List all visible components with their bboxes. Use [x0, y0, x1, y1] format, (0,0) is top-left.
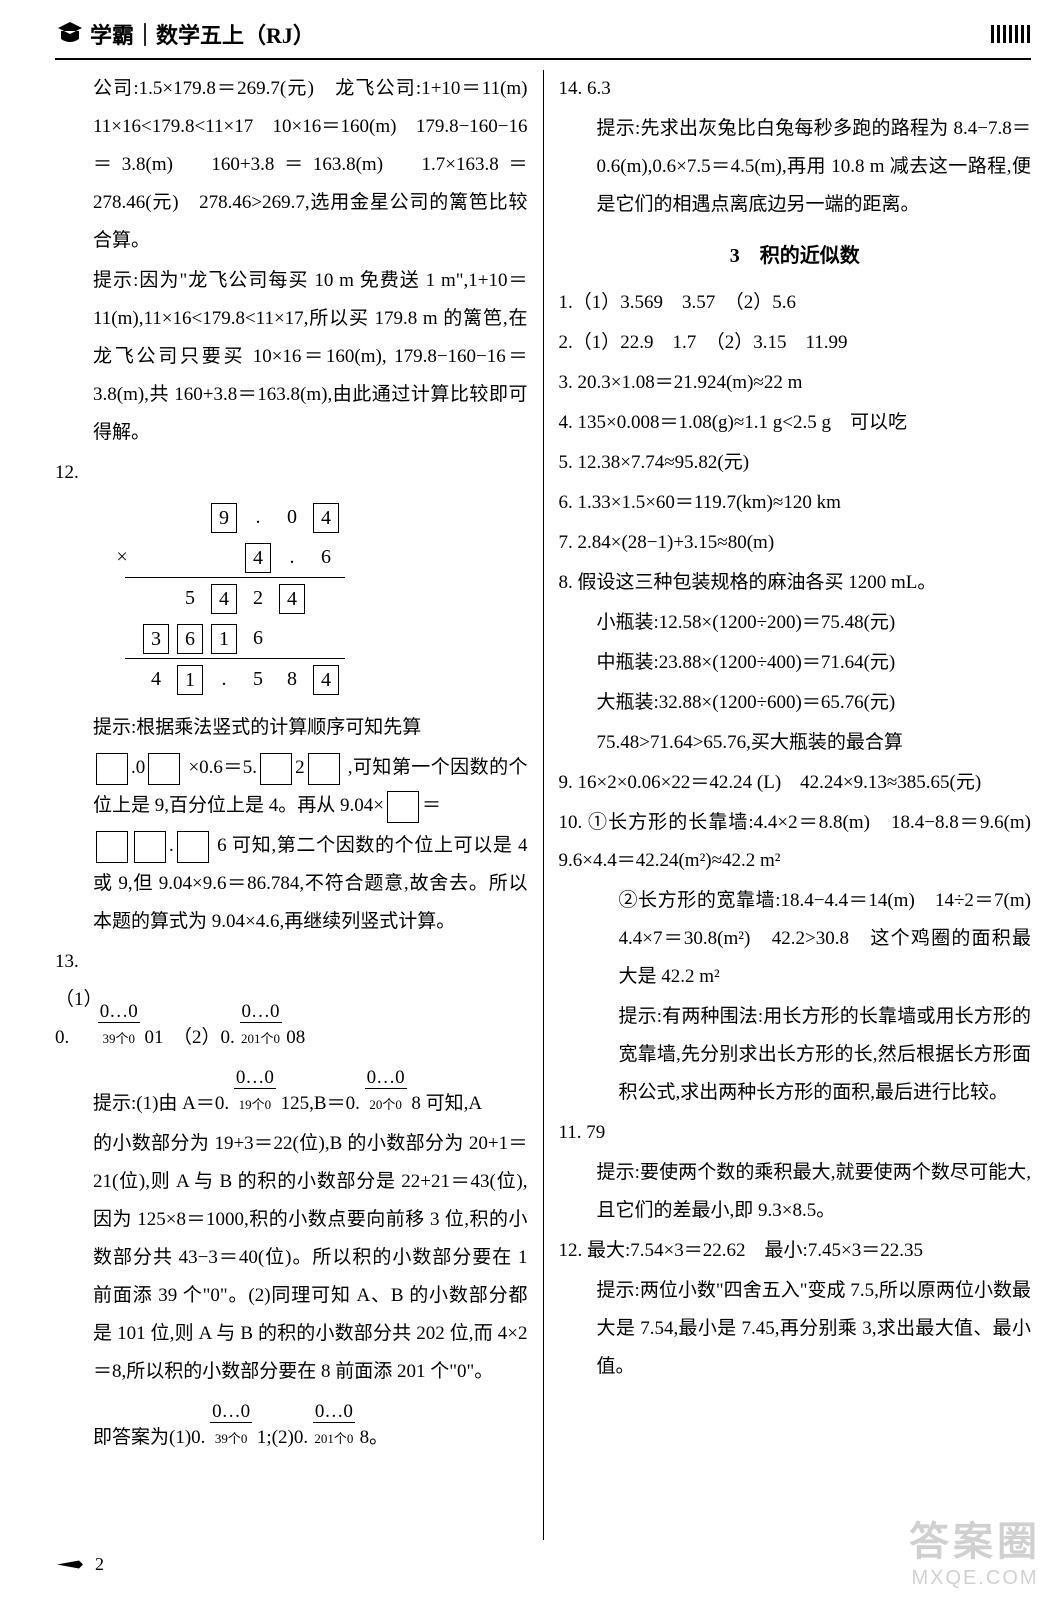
left-column: 公司:1.5×179.8＝269.7(元) 龙飞公司:1+10＝11(m) 11…: [55, 70, 543, 1540]
answer-line: 提示:要使两个数的乘积最大,就要使两个数尽可能大,且它们的差最小,即 9.3×8…: [559, 1154, 1032, 1230]
item-14: 14. 6.3: [559, 70, 1032, 108]
text-block: 提示:(1)由 A＝0. 0…019个0 125,B＝0. 0…020个0 8 …: [55, 1059, 528, 1123]
pencil-icon: [55, 1557, 85, 1572]
answer-line: 7. 2.84×(28−1)+3.15≈80(m): [559, 524, 1032, 562]
answer-line: 2.（1）22.9 1.7 （2）3.15 11.99: [559, 324, 1032, 362]
answer-line: 3. 20.3×1.08＝21.924(m)≈22 m: [559, 364, 1032, 402]
answer-line: 中瓶装:23.88×(1200÷400)＝71.64(元): [559, 644, 1032, 682]
answer-line: 提示:有两种围法:用长方形的长靠墙或用长方形的宽靠墙,先分别求出长方形的长,然后…: [559, 998, 1032, 1112]
text-block: 的小数部分为 19+3＝22(位),B 的小数部分为 20+1＝21(位),则 …: [55, 1125, 528, 1391]
answer-line: 4. 135×0.008＝1.08(g)≈1.1 g<2.5 g 可以吃: [559, 404, 1032, 442]
answer-line: 11. 79: [559, 1114, 1032, 1152]
header-title: 学霸｜数学五上（RJ）: [90, 18, 315, 50]
barcode-icon: [991, 25, 1031, 43]
graduate-icon: [55, 19, 85, 49]
answer-line: 12. 最大:7.54×3＝22.62 最小:7.45×3＝22.35: [559, 1232, 1032, 1270]
page-header: 学霸｜数学五上（RJ）: [55, 18, 1031, 60]
answer-line: 小瓶装:12.58×(1200÷200)＝75.48(元): [559, 604, 1032, 642]
text-block: 公司:1.5×179.8＝269.7(元) 龙飞公司:1+10＝11(m) 11…: [55, 70, 528, 260]
right-column: 14. 6.3 提示:先求出灰兔比白兔每秒多跑的路程为 8.4−7.8＝0.6(…: [544, 70, 1032, 1540]
answer-line: 大瓶装:32.88×(1200÷600)＝65.76(元): [559, 684, 1032, 722]
watermark: 答案圈 MXQE.COM: [909, 1509, 1041, 1590]
item-number: 12.: [55, 462, 79, 483]
answer-line: 5. 12.38×7.74≈95.82(元): [559, 444, 1032, 482]
watermark-en: MXQE.COM: [909, 1567, 1041, 1590]
answer-line: 6. 1.33×1.5×60＝119.7(km)≈120 km: [559, 484, 1032, 522]
content-area: 公司:1.5×179.8＝269.7(元) 龙飞公司:1+10＝11(m) 11…: [55, 70, 1031, 1540]
text-block: . 6 可知,第二个因数的个位上可以是 4 或 9,但 9.04×9.6＝86.…: [55, 827, 528, 941]
page-footer: 2: [55, 1554, 104, 1575]
answer-line: 8. 假设这三种包装规格的麻油各买 1200 mL。: [559, 564, 1032, 602]
item-13: 13.（1）0. 0…039个0 01 （2）0. 0…0201个0 08: [55, 943, 528, 1057]
answer-line: ②长方形的宽靠墙:18.4−4.4＝14(m) 14÷2＝7(m) 4.4×7＝…: [559, 882, 1032, 996]
multiplication-vertical: 9 . 0 4 × 4 . 6 5 4 2 4: [105, 497, 528, 699]
text-block: 即答案为(1)0. 0…039个0 1;(2)0. 0…0201个0 8。: [55, 1393, 528, 1457]
page-number: 2: [95, 1554, 104, 1575]
answer-line: 9. 16×2×0.06×22＝42.24 (L) 42.24×9.13≈385…: [559, 764, 1032, 802]
answer-line: 10. ①长方形的长靠墙:4.4×2＝8.8(m) 18.4−8.8＝9.6(m…: [559, 804, 1032, 880]
item-12: 12.: [55, 454, 528, 492]
text-block: 提示:根据乘法竖式的计算顺序可知先算: [55, 709, 528, 747]
text-block: 提示:先求出灰兔比白兔每秒多跑的路程为 8.4−7.8＝0.6(m),0.6×7…: [559, 110, 1032, 224]
answer-line: 1.（1）3.569 3.57 （2）5.6: [559, 284, 1032, 322]
answer-line: 提示:两位小数"四舍五入"变成 7.5,所以原两位小数最大是 7.54,最小是 …: [559, 1272, 1032, 1386]
text-block: 提示:因为"龙飞公司每买 10 m 免费送 1 m",1+10＝11(m),11…: [55, 262, 528, 452]
watermark-cn: 答案圈: [909, 1509, 1041, 1567]
section-title: 3 积的近似数: [559, 236, 1032, 276]
text-block: .0 ×0.6＝5.2 ,可知第一个因数的个位上是 9,百分位上是 4。再从 9…: [55, 749, 528, 825]
answer-line: 75.48>71.64>65.76,买大瓶装的最合算: [559, 724, 1032, 762]
